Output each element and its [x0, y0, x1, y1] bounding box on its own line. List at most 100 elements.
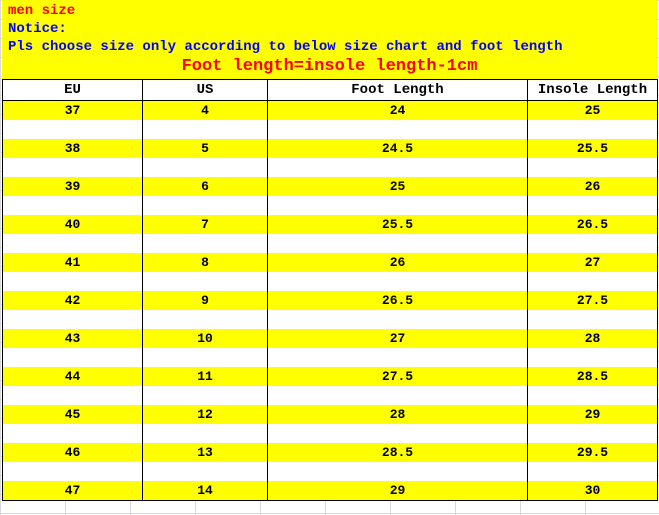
table-cell-spacer [528, 272, 658, 291]
table-row: 3962526 [3, 177, 658, 196]
content-area: men size Notice: Pls choose size only ac… [0, 0, 659, 501]
table-cell-spacer [528, 348, 658, 367]
table-row-spacer [3, 196, 658, 215]
table-cell-spacer [143, 348, 268, 367]
table-cell-spacer [143, 462, 268, 481]
table-cell: 24 [268, 101, 528, 121]
table-cell-spacer [3, 196, 143, 215]
table-cell-spacer [528, 158, 658, 177]
table-cell-spacer [3, 462, 143, 481]
table-cell: 39 [3, 177, 143, 196]
table-cell-spacer [143, 196, 268, 215]
notice-label: Notice: [8, 20, 651, 38]
table-cell-spacer [268, 462, 528, 481]
table-cell-spacer [143, 120, 268, 139]
table-cell-spacer [143, 234, 268, 253]
table-row-spacer [3, 348, 658, 367]
table-cell: 28.5 [528, 367, 658, 386]
table-cell-spacer [3, 386, 143, 405]
table-cell-spacer [3, 424, 143, 443]
table-row-spacer [3, 120, 658, 139]
table-cell: 25 [268, 177, 528, 196]
table-cell: 10 [143, 329, 268, 348]
table-cell-spacer [268, 310, 528, 329]
table-row: 38524.525.5 [3, 139, 658, 158]
table-row-spacer [3, 158, 658, 177]
table-cell: 27.5 [528, 291, 658, 310]
col-header-foot-length: Foot Length [268, 80, 528, 101]
formula-text: Foot length=insole length-1cm [8, 56, 651, 78]
table-row: 3742425 [3, 101, 658, 121]
table-cell: 27 [268, 329, 528, 348]
table-cell: 25 [528, 101, 658, 121]
table-cell: 29.5 [528, 443, 658, 462]
table-row: 42926.527.5 [3, 291, 658, 310]
header-block: men size Notice: Pls choose size only ac… [2, 0, 657, 79]
table-cell: 4 [143, 101, 268, 121]
col-header-insole-length: Insole Length [528, 80, 658, 101]
table-cell-spacer [528, 120, 658, 139]
table-cell: 12 [143, 405, 268, 424]
table-cell: 29 [528, 405, 658, 424]
table-row-spacer [3, 272, 658, 291]
table-cell-spacer [268, 120, 528, 139]
table-cell-spacer [143, 386, 268, 405]
table-cell: 14 [143, 481, 268, 501]
table-cell: 46 [3, 443, 143, 462]
table-cell: 43 [3, 329, 143, 348]
table-row: 40725.526.5 [3, 215, 658, 234]
table-cell: 44 [3, 367, 143, 386]
table-cell: 11 [143, 367, 268, 386]
table-header-row: EU US Foot Length Insole Length [3, 80, 658, 101]
table-cell: 25.5 [528, 139, 658, 158]
table-cell: 29 [268, 481, 528, 501]
table-cell: 38 [3, 139, 143, 158]
table-cell: 27 [528, 253, 658, 272]
table-cell-spacer [268, 196, 528, 215]
table-cell: 6 [143, 177, 268, 196]
table-cell-spacer [3, 234, 143, 253]
table-cell-spacer [268, 386, 528, 405]
table-row-spacer [3, 310, 658, 329]
table-row-spacer [3, 234, 658, 253]
table-cell: 13 [143, 443, 268, 462]
table-row: 43102728 [3, 329, 658, 348]
table-cell-spacer [268, 234, 528, 253]
table-cell-spacer [528, 462, 658, 481]
size-chart-table: EU US Foot Length Insole Length 3742425 … [2, 79, 658, 501]
table-cell-spacer [268, 272, 528, 291]
table-cell-spacer [3, 272, 143, 291]
table-row: 441127.528.5 [3, 367, 658, 386]
table-cell: 5 [143, 139, 268, 158]
table-cell-spacer [143, 158, 268, 177]
table-cell: 28 [528, 329, 658, 348]
table-cell-spacer [528, 310, 658, 329]
table-cell: 28.5 [268, 443, 528, 462]
table-cell: 25.5 [268, 215, 528, 234]
table-cell: 47 [3, 481, 143, 501]
table-row-spacer [3, 424, 658, 443]
table-cell-spacer [143, 310, 268, 329]
table-cell-spacer [528, 424, 658, 443]
table-cell-spacer [268, 424, 528, 443]
table-cell: 42 [3, 291, 143, 310]
table-cell: 9 [143, 291, 268, 310]
table-cell: 8 [143, 253, 268, 272]
title-text: men size [8, 2, 651, 20]
table-cell: 26.5 [268, 291, 528, 310]
table-row: 461328.529.5 [3, 443, 658, 462]
table-cell-spacer [268, 158, 528, 177]
table-cell-spacer [143, 272, 268, 291]
table-cell-spacer [3, 158, 143, 177]
table-cell-spacer [3, 120, 143, 139]
table-cell: 27.5 [268, 367, 528, 386]
col-header-us: US [143, 80, 268, 101]
table-cell: 30 [528, 481, 658, 501]
table-cell: 41 [3, 253, 143, 272]
table-cell: 37 [3, 101, 143, 121]
spreadsheet-sheet: men size Notice: Pls choose size only ac… [0, 0, 659, 515]
table-row: 45122829 [3, 405, 658, 424]
table-cell: 45 [3, 405, 143, 424]
table-cell: 40 [3, 215, 143, 234]
table-cell-spacer [3, 310, 143, 329]
